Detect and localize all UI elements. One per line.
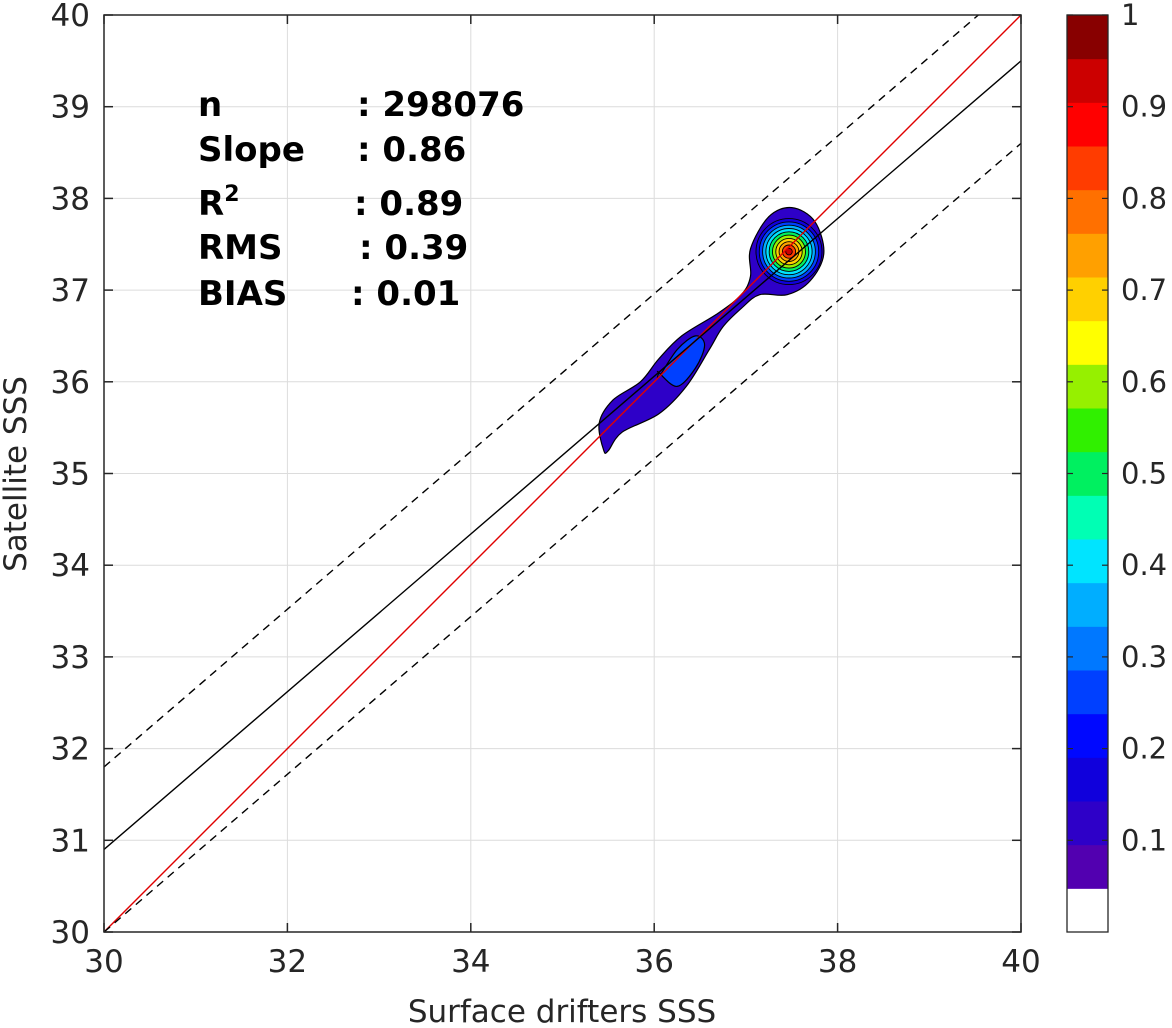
colorbar: 0.1 0.2 0.3 0.4 0.5 0.6 0.7 0.8 0.9 1 [1066, 0, 1167, 933]
stat-bias-value: : 0.01 [351, 274, 460, 314]
x-tick-label: 36 [634, 944, 673, 980]
colorbar-segment [1067, 757, 1108, 802]
reference-line [104, 15, 980, 768]
stat-r2-value: : 0.89 [354, 184, 463, 224]
y-tick-label: 30 [51, 915, 90, 951]
y-tick-label: 39 [51, 90, 90, 126]
reference-line [104, 15, 1021, 932]
x-tick-label: 32 [268, 944, 307, 980]
colorbar-tick-label: 0.8 [1121, 181, 1167, 215]
y-tick-label: 31 [51, 823, 90, 859]
colorbar-segment [1067, 713, 1108, 758]
y-tick-label: 37 [51, 273, 90, 309]
x-axis-label: Surface drifters SSS [408, 994, 716, 1028]
colorbar-tick-label: 0.4 [1121, 548, 1167, 582]
colorbar-tick-label: 0.3 [1121, 640, 1167, 674]
colorbar-segment [1067, 582, 1108, 627]
stat-n-value: : 298076 [357, 85, 524, 125]
y-tick-label: 38 [51, 181, 90, 217]
stat-rms-label: RMS [198, 228, 283, 268]
y-axis-label: Satellite SSS [0, 376, 34, 572]
colorbar-tick-label: 0.1 [1121, 823, 1167, 857]
colorbar-segment [1067, 146, 1108, 191]
colorbar-segment [1067, 320, 1108, 365]
colorbar-segment [1067, 15, 1108, 60]
x-tick-label: 30 [84, 944, 123, 980]
reference-line [104, 60, 1021, 851]
reference-lines [104, 15, 1021, 932]
colorbar-tick-label: 0.6 [1121, 365, 1167, 399]
reference-line [104, 142, 1021, 932]
axis-ticks: 30 32 34 36 38 40 30 31 32 33 34 35 36 37 38 39 40 [51, 0, 1041, 980]
y-tick-label: 33 [51, 640, 90, 676]
y-tick-label: 34 [51, 548, 90, 584]
stats-box: n : 298076 Slope : 0.86 R2 : 0.89 RMS : … [198, 85, 524, 314]
x-tick-label: 38 [818, 944, 857, 980]
x-tick-label: 34 [451, 944, 490, 980]
stat-r2-label: R2 [198, 182, 240, 224]
colorbar-tick-label: 1 [1121, 0, 1139, 32]
stat-rms-value: : 0.39 [359, 228, 468, 268]
colorbar-segment [1067, 364, 1108, 409]
stat-bias-label: BIAS [198, 274, 287, 314]
y-tick-label: 32 [51, 732, 90, 768]
y-tick-label: 40 [51, 0, 90, 34]
colorbar-tick-label: 0.7 [1121, 273, 1167, 307]
density-contour-inner [656, 335, 706, 387]
colorbar-tick-label: 0.5 [1121, 457, 1167, 491]
colorbar-segment [1067, 844, 1108, 889]
colorbar-segment [1067, 233, 1108, 278]
colorbar-segment [1067, 102, 1108, 147]
colorbar-segment [1067, 451, 1108, 496]
colorbar-segment [1067, 277, 1108, 322]
colorbar-segment [1067, 408, 1108, 453]
colorbar-tick-label: 0.2 [1121, 732, 1167, 766]
y-tick-label: 36 [51, 365, 90, 401]
y-tick-label: 35 [51, 457, 90, 493]
density-contours [598, 206, 825, 455]
colorbar-segment [1067, 539, 1108, 584]
colorbar-segment [1067, 626, 1108, 671]
colorbar-segment [1067, 801, 1108, 846]
colorbar-segment [1067, 189, 1108, 234]
colorbar-segment [1067, 888, 1108, 933]
x-tick-label: 40 [1001, 944, 1040, 980]
stat-r2-sup: 2 [224, 182, 239, 207]
stat-slope-label: Slope [198, 130, 305, 170]
colorbar-tick-label: 0.9 [1121, 90, 1167, 124]
stat-r2-base: R [198, 184, 224, 224]
stat-n-label: n [198, 85, 222, 125]
colorbar-segment [1067, 58, 1108, 103]
stat-slope-value: : 0.86 [357, 130, 466, 170]
colorbar-segment [1067, 495, 1108, 540]
colorbar-segment [1067, 670, 1108, 715]
